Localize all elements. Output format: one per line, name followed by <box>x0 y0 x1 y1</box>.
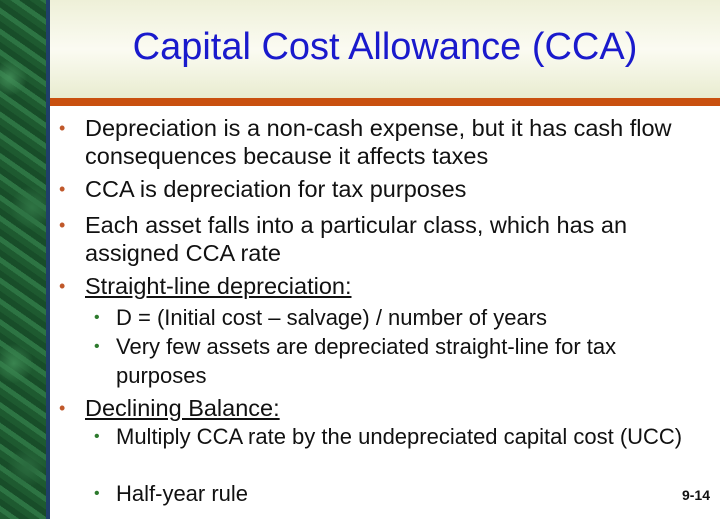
bullet-text: Depreciation is a non-cash expense, but … <box>85 115 672 169</box>
bullet-heading: Declining Balance: <box>85 395 280 421</box>
sub-bullet-icon: • <box>94 338 100 355</box>
bullet-4: • Straight-line depreciation: <box>59 272 352 300</box>
marble-sidebar <box>0 0 46 519</box>
bullet-3: • Each asset falls into a particular clas… <box>59 211 710 267</box>
title-band <box>50 0 720 98</box>
sub-bullet: • Multiply CCA rate by the undepreciated … <box>94 423 701 452</box>
sidebar-edge <box>46 0 50 519</box>
sub-bullet-icon: • <box>94 309 100 326</box>
title-rule <box>50 98 720 106</box>
bullet-heading: Straight-line depreciation: <box>85 273 352 299</box>
slide-title: Capital Cost Allowance (CCA) <box>132 26 638 68</box>
sub-bullet-text: Very few assets are depreciated straight… <box>116 334 617 388</box>
sub-bullet: • D = (Initial cost – salvage) / number o… <box>94 304 696 333</box>
bullet-text: CCA is depreciation for tax purposes <box>85 176 467 202</box>
sub-bullet: • Half-year rule <box>94 480 249 509</box>
sub-bullet-text: Multiply CCA rate by the undepreciated c… <box>116 424 683 449</box>
bullet-5: • Declining Balance: <box>59 394 280 422</box>
sub-bullet-text: Half-year rule <box>116 481 249 506</box>
bullet-icon: • <box>59 398 66 418</box>
bullet-text: Each asset falls into a particular class… <box>85 212 628 266</box>
bullet-icon: • <box>59 215 66 235</box>
sub-bullet: • Very few assets are depreciated straigh… <box>94 333 696 390</box>
sub-bullet-icon: • <box>94 428 100 445</box>
bullet-1: • Depreciation is a non-cash expense, but… <box>59 114 705 170</box>
bullet-icon: • <box>59 179 66 199</box>
bullet-icon: • <box>59 118 66 138</box>
bullet-icon: • <box>59 276 66 296</box>
sub-bullet-icon: • <box>94 485 100 502</box>
page-number: 9-14 <box>681 487 710 503</box>
sub-bullet-text: D = (Initial cost – salvage) / number of… <box>116 305 548 330</box>
bullet-2: • CCA is depreciation for tax purposes <box>59 175 705 203</box>
